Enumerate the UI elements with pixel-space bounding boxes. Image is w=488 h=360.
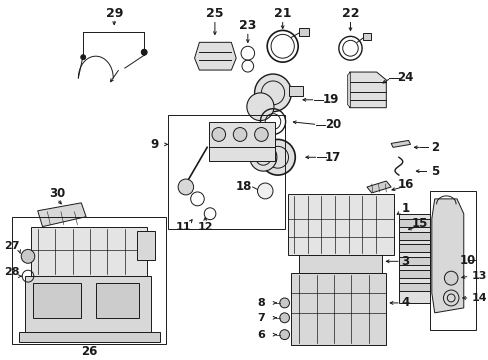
Text: 11: 11 xyxy=(175,222,190,231)
Bar xyxy=(398,270,429,278)
Text: 16: 16 xyxy=(397,177,413,190)
Bar xyxy=(291,273,386,345)
Text: 21: 21 xyxy=(273,7,291,20)
Bar xyxy=(398,214,429,303)
Text: 19: 19 xyxy=(322,93,339,106)
Circle shape xyxy=(141,49,147,55)
Text: 12: 12 xyxy=(197,222,213,231)
Bar xyxy=(398,283,429,291)
Text: 9: 9 xyxy=(150,138,159,151)
Bar xyxy=(398,219,429,227)
Polygon shape xyxy=(38,203,86,227)
Circle shape xyxy=(254,74,291,112)
Text: 3: 3 xyxy=(401,255,409,268)
Text: 15: 15 xyxy=(411,217,427,230)
Bar xyxy=(137,231,155,260)
Circle shape xyxy=(279,313,289,323)
Bar xyxy=(398,257,429,265)
Bar xyxy=(289,86,303,96)
Circle shape xyxy=(21,249,35,263)
Bar xyxy=(25,276,151,334)
Circle shape xyxy=(178,179,193,195)
Polygon shape xyxy=(347,72,350,108)
Circle shape xyxy=(142,50,146,55)
Text: 29: 29 xyxy=(105,7,122,20)
Text: 18: 18 xyxy=(235,180,252,193)
Text: 8: 8 xyxy=(257,298,264,308)
Circle shape xyxy=(260,139,295,175)
Polygon shape xyxy=(194,42,236,70)
Text: 13: 13 xyxy=(470,271,486,281)
Text: 25: 25 xyxy=(206,7,223,20)
Text: 20: 20 xyxy=(324,118,341,131)
Bar xyxy=(398,244,429,252)
Text: 5: 5 xyxy=(430,165,438,177)
Text: 23: 23 xyxy=(239,19,256,32)
Circle shape xyxy=(81,55,85,60)
Text: 10: 10 xyxy=(459,254,475,267)
Text: 1: 1 xyxy=(401,202,409,215)
Bar xyxy=(398,231,429,239)
Circle shape xyxy=(444,271,457,285)
Polygon shape xyxy=(390,140,409,147)
Text: 7: 7 xyxy=(257,313,264,323)
Bar xyxy=(96,283,139,318)
Circle shape xyxy=(257,183,272,199)
Bar xyxy=(287,194,393,255)
Text: 27: 27 xyxy=(4,242,19,251)
Polygon shape xyxy=(431,199,463,313)
Text: 22: 22 xyxy=(341,7,359,20)
Bar xyxy=(429,191,475,330)
Circle shape xyxy=(233,127,246,141)
Bar xyxy=(19,332,160,342)
Text: 14: 14 xyxy=(470,293,486,303)
Text: 28: 28 xyxy=(4,267,19,277)
Bar xyxy=(12,217,166,343)
Circle shape xyxy=(279,298,289,308)
Circle shape xyxy=(249,143,276,171)
Bar xyxy=(362,33,370,40)
Text: 30: 30 xyxy=(49,188,65,201)
Bar xyxy=(33,283,81,318)
Polygon shape xyxy=(349,72,386,108)
Polygon shape xyxy=(366,181,390,193)
Text: 26: 26 xyxy=(81,345,97,358)
Bar xyxy=(209,122,274,161)
Circle shape xyxy=(279,330,289,339)
Bar xyxy=(299,28,308,36)
Text: 2: 2 xyxy=(430,141,438,154)
Circle shape xyxy=(246,93,273,121)
Bar xyxy=(299,255,382,273)
Bar xyxy=(31,227,147,276)
Text: 4: 4 xyxy=(401,296,409,310)
Circle shape xyxy=(254,127,267,141)
Bar xyxy=(168,114,284,229)
Text: 17: 17 xyxy=(324,151,341,164)
Circle shape xyxy=(212,127,225,141)
Text: 24: 24 xyxy=(397,72,413,85)
Text: 6: 6 xyxy=(257,330,264,339)
